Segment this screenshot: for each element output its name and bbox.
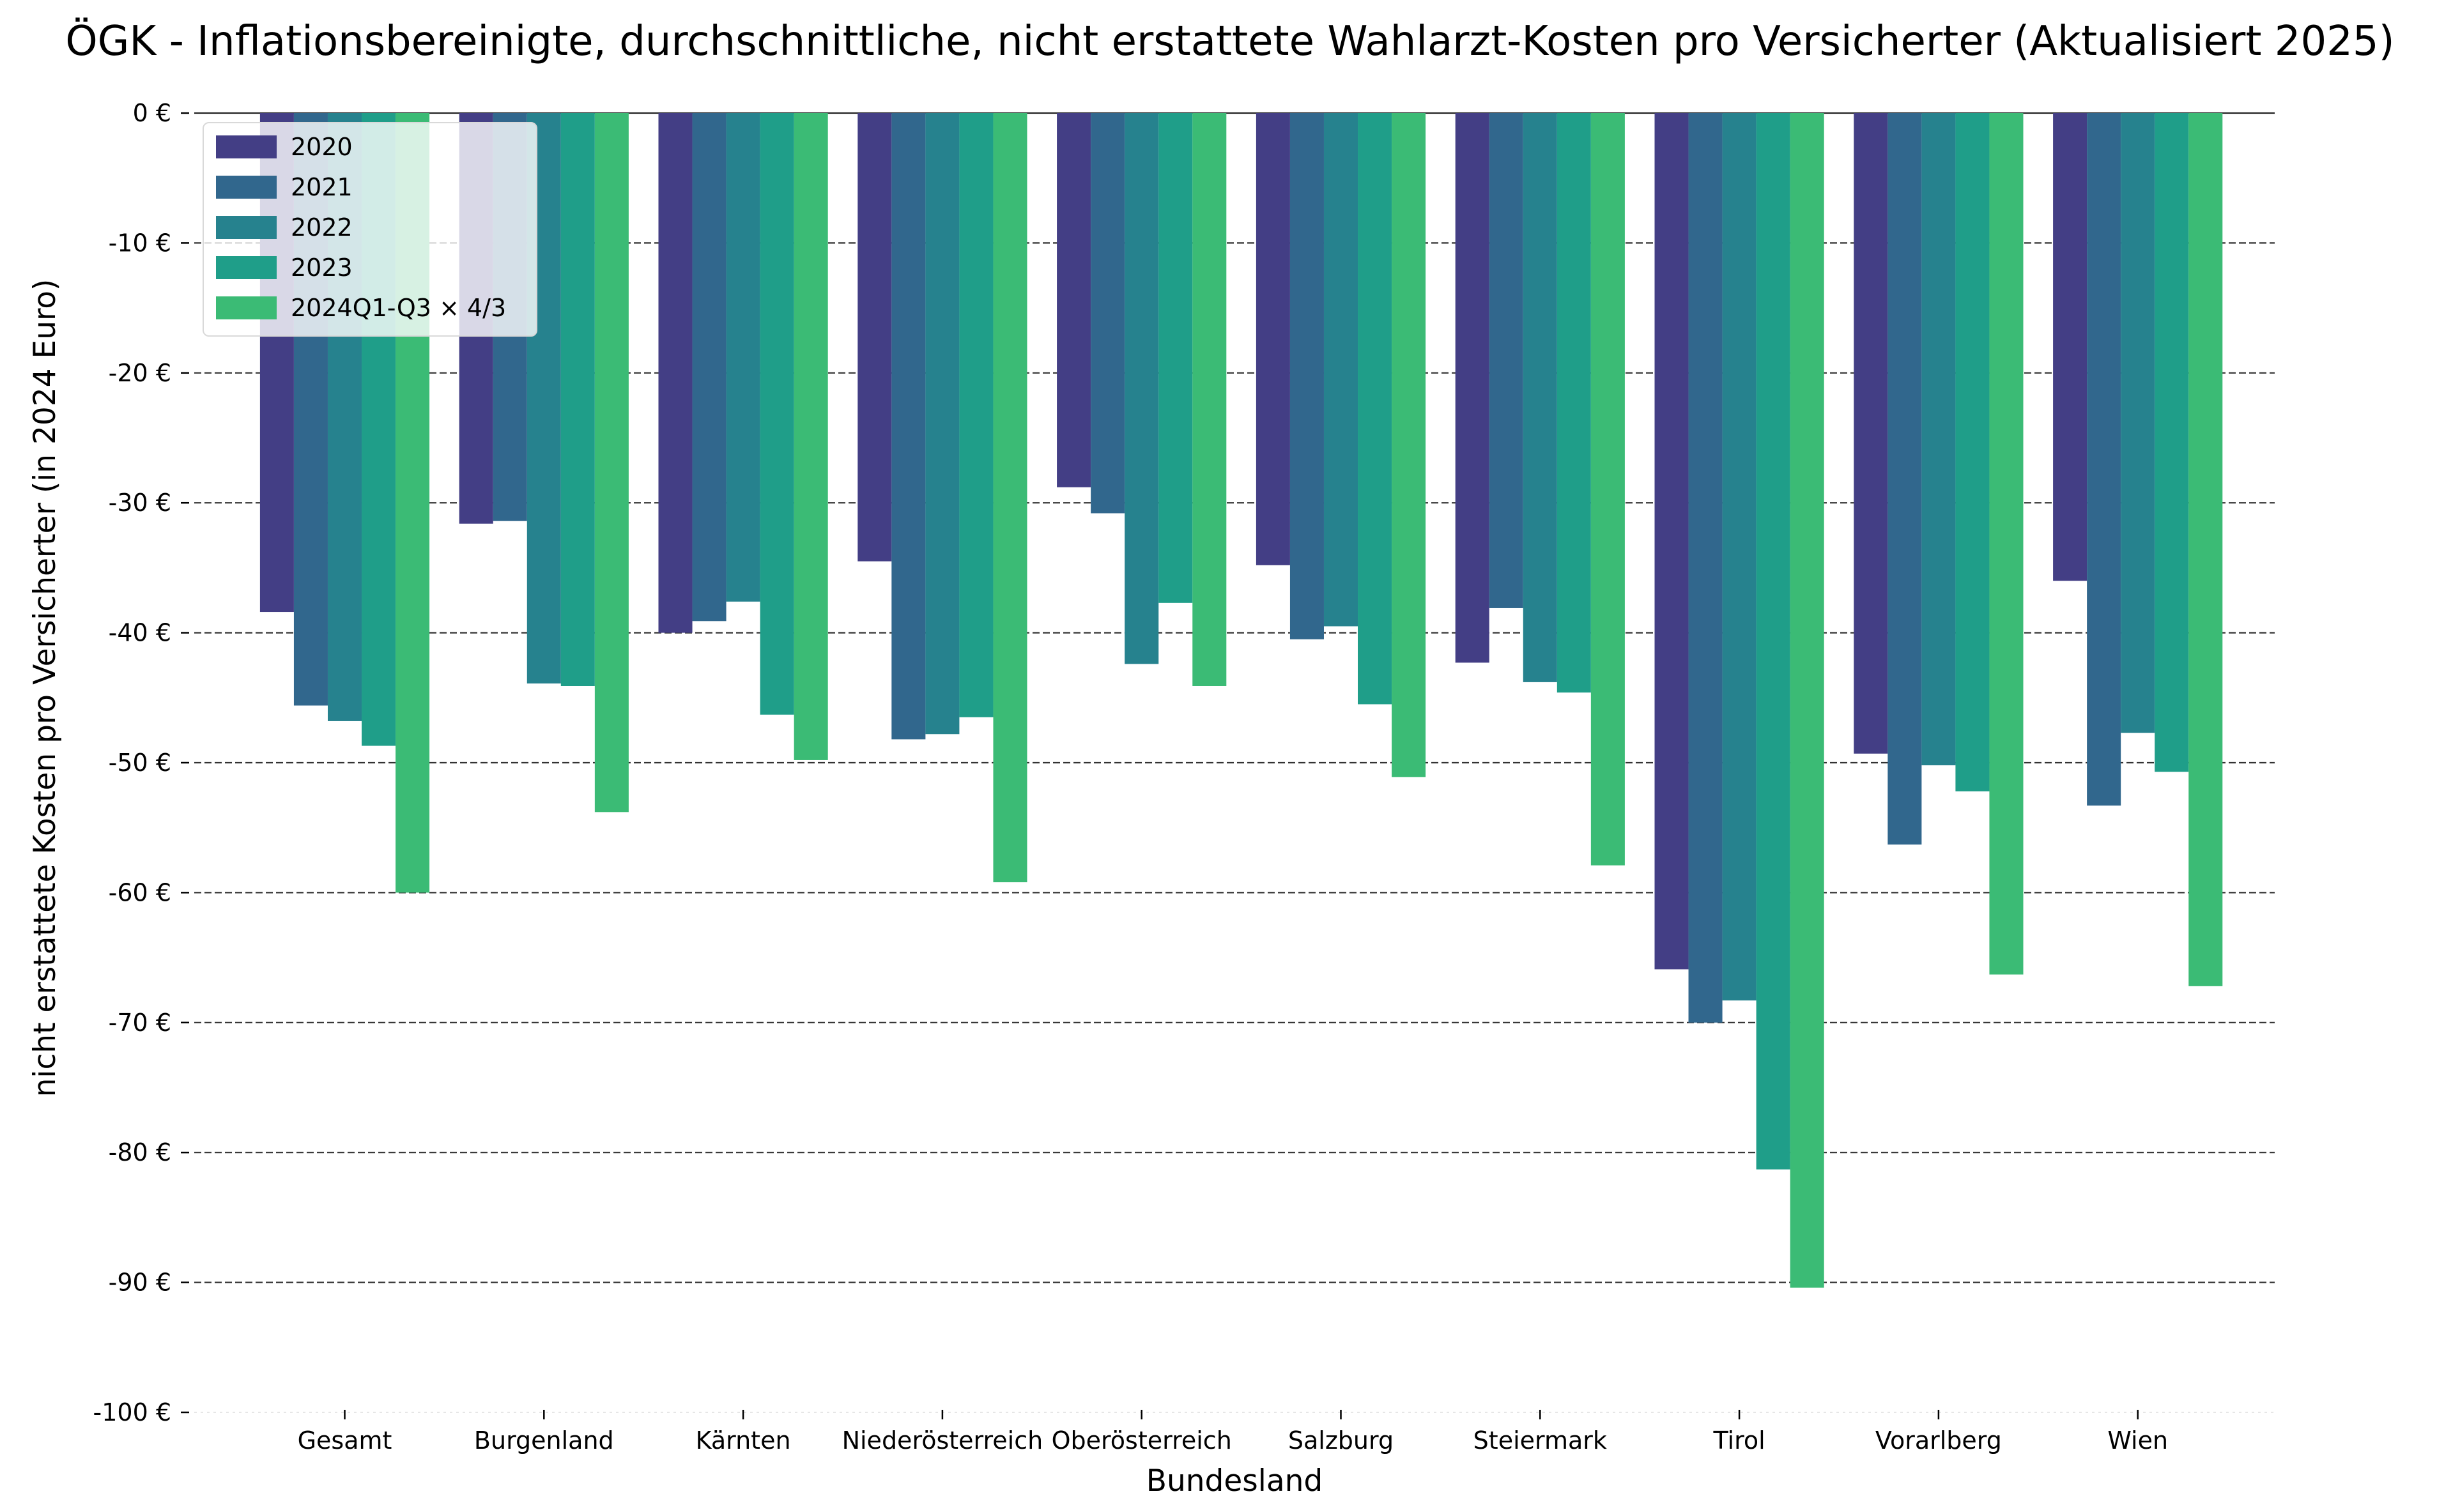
bar bbox=[1654, 113, 1689, 970]
legend-swatch bbox=[216, 135, 277, 158]
legend-label: 2021 bbox=[291, 173, 353, 201]
x-tick-label: Gesamt bbox=[298, 1426, 392, 1455]
x-tick-label: Oberösterreich bbox=[1052, 1426, 1232, 1455]
bar bbox=[925, 113, 960, 735]
bar bbox=[1756, 113, 1790, 1170]
y-tick-label: -90 € bbox=[109, 1269, 171, 1297]
bar bbox=[794, 113, 828, 760]
legend-label: 2020 bbox=[291, 133, 353, 161]
bar bbox=[891, 113, 926, 740]
x-axis-ticks: Gesamt Burgenland Kärnten Niederösterreich O… bbox=[298, 1410, 2168, 1455]
bar bbox=[2188, 113, 2223, 986]
y-tick-label: -60 € bbox=[109, 878, 171, 906]
bar bbox=[658, 113, 693, 633]
bar bbox=[2087, 113, 2121, 806]
bar bbox=[1955, 113, 1990, 791]
bar bbox=[760, 113, 794, 715]
x-tick-label: Burgenland bbox=[474, 1426, 614, 1455]
bar bbox=[857, 113, 892, 561]
x-tick-label: Vorarlberg bbox=[1875, 1426, 2002, 1455]
x-tick-label: Salzburg bbox=[1288, 1426, 1394, 1455]
bar bbox=[1489, 113, 1523, 608]
bars bbox=[259, 113, 2223, 1288]
legend-label: 2022 bbox=[291, 213, 353, 241]
bar bbox=[1057, 113, 1091, 487]
bar bbox=[1854, 113, 1888, 754]
y-tick-label: -30 € bbox=[109, 489, 171, 517]
y-axis-ticks: 0 € -10 € -20 € -30 € -40 € -50 € -60 € -70 € -8… bbox=[93, 99, 189, 1426]
bar bbox=[1989, 113, 2024, 975]
bar bbox=[1392, 113, 1426, 777]
bar bbox=[2155, 113, 2189, 772]
legend-label: 2023 bbox=[291, 254, 353, 282]
bar bbox=[1887, 113, 1922, 845]
bar bbox=[2053, 113, 2087, 581]
bar bbox=[594, 113, 629, 813]
bar bbox=[959, 113, 994, 717]
bar bbox=[1590, 113, 1625, 866]
y-axis-label: nicht erstattete Kosten pro Versicherter… bbox=[27, 279, 63, 1097]
y-tick-label: -50 € bbox=[109, 749, 171, 777]
x-tick-label: Niederösterreich bbox=[842, 1426, 1043, 1455]
bar bbox=[1722, 113, 1757, 1001]
bar bbox=[1921, 113, 1956, 766]
y-tick-label: -70 € bbox=[109, 1009, 171, 1037]
legend-box bbox=[203, 122, 537, 337]
bar bbox=[1688, 113, 1723, 1023]
bar bbox=[1125, 113, 1159, 664]
legend-swatch bbox=[216, 296, 277, 319]
x-axis-label: Bundesland bbox=[1146, 1463, 1323, 1499]
y-tick-label: -100 € bbox=[93, 1398, 172, 1426]
bar bbox=[726, 113, 760, 602]
legend-swatch bbox=[216, 256, 277, 279]
bar bbox=[1323, 113, 1358, 627]
legend-label: 2024Q1-Q3 × 4/3 bbox=[291, 294, 506, 322]
chart-title: ÖGK - Inflationsbereinigte, durchschnitt… bbox=[65, 17, 2394, 65]
bar bbox=[993, 113, 1027, 883]
x-tick-label: Tirol bbox=[1712, 1426, 1765, 1455]
bar bbox=[1358, 113, 1392, 705]
y-tick-label: -10 € bbox=[109, 229, 171, 257]
bar bbox=[1256, 113, 1290, 565]
bar bbox=[1289, 113, 1324, 639]
legend: 2020 2021 2022 2023 2024Q1-Q3 × 4/3 bbox=[203, 122, 537, 337]
legend-swatch bbox=[216, 216, 277, 239]
y-tick-label: 0 € bbox=[133, 99, 171, 127]
bar bbox=[1192, 113, 1227, 686]
bar bbox=[692, 113, 726, 622]
x-tick-label: Steiermark bbox=[1473, 1426, 1607, 1455]
x-tick-label: Kärnten bbox=[696, 1426, 791, 1455]
bar bbox=[560, 113, 595, 686]
y-tick-label: -80 € bbox=[109, 1138, 171, 1166]
bar bbox=[1158, 113, 1193, 603]
bar bbox=[1557, 113, 1591, 693]
bar bbox=[1523, 113, 1557, 682]
x-tick-label: Wien bbox=[2107, 1426, 2168, 1455]
y-tick-label: -20 € bbox=[109, 359, 171, 387]
bar bbox=[1455, 113, 1489, 663]
legend-swatch bbox=[216, 176, 277, 199]
bar bbox=[2121, 113, 2155, 733]
bar bbox=[1091, 113, 1125, 514]
bar bbox=[1790, 113, 1824, 1288]
y-tick-label: -40 € bbox=[109, 619, 171, 647]
